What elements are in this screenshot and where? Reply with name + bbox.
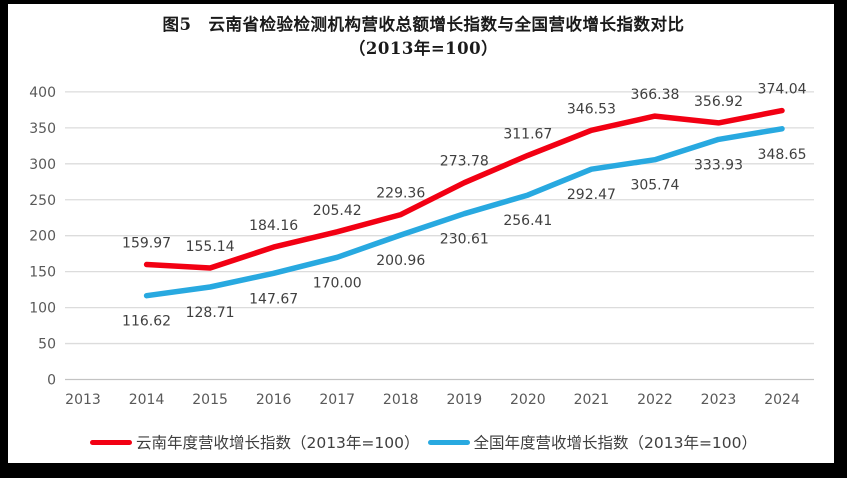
data-label: 346.53 bbox=[567, 101, 616, 117]
x-tick-label: 2013 bbox=[65, 392, 101, 408]
data-label: 155.14 bbox=[186, 239, 235, 255]
data-label: 230.61 bbox=[440, 232, 489, 248]
y-tick-label: 350 bbox=[29, 121, 56, 137]
data-label: 311.67 bbox=[503, 126, 552, 142]
x-tick-label: 2014 bbox=[129, 392, 165, 408]
data-label: 305.74 bbox=[630, 178, 679, 194]
x-tick-label: 2023 bbox=[701, 392, 737, 408]
data-label: 128.71 bbox=[186, 305, 235, 321]
x-tick-label: 2020 bbox=[510, 392, 546, 408]
yunnan-line-swatch bbox=[89, 439, 132, 445]
data-label: 333.93 bbox=[694, 157, 743, 173]
x-tick-label: 2024 bbox=[764, 392, 800, 408]
y-tick-label: 100 bbox=[29, 301, 56, 317]
data-label: 147.67 bbox=[249, 291, 298, 307]
data-label: 292.47 bbox=[567, 187, 616, 203]
y-tick-label: 50 bbox=[38, 337, 56, 353]
data-label: 170.00 bbox=[313, 275, 362, 291]
data-label: 229.36 bbox=[376, 186, 425, 202]
y-gridlines bbox=[65, 91, 814, 381]
data-label: 184.16 bbox=[249, 218, 298, 234]
x-tick-label: 2021 bbox=[574, 392, 610, 408]
x-axis-tick-labels: 2013 2014 2015 2016 2017 2018 2019 2020 2021 2022… bbox=[65, 392, 800, 408]
x-tick-label: 2018 bbox=[383, 392, 419, 408]
x-tick-label: 2015 bbox=[192, 392, 228, 408]
y-axis-tick-labels: 0 50 100 150 200 250 300 350 400 bbox=[29, 85, 56, 389]
y-tick-label: 250 bbox=[29, 193, 56, 209]
chart-title-line2: （2013年=100） bbox=[348, 39, 499, 58]
data-label: 366.38 bbox=[630, 87, 679, 103]
data-label: 159.97 bbox=[122, 235, 171, 251]
x-tick-label: 2019 bbox=[446, 392, 482, 408]
data-label: 205.42 bbox=[313, 203, 362, 219]
legend-item-national: 全国年度营收增长指数（2013年=100） bbox=[427, 431, 758, 453]
legend-item-yunnan: 云南年度营收增长指数（2013年=100） bbox=[89, 431, 420, 453]
data-label: 348.65 bbox=[758, 147, 807, 163]
data-label: 273.78 bbox=[440, 154, 489, 170]
series-data-labels-1: 116.62 128.71 147.67 170.00 200.96 230.61 256.… bbox=[122, 147, 807, 330]
x-tick-label: 2022 bbox=[637, 392, 673, 408]
chart-title: 图5 云南省检验检测机构营收总额增长指数与全国营收增长指数对比 （2013年=1… bbox=[0, 13, 847, 61]
x-tick-label: 2016 bbox=[256, 392, 292, 408]
chart-legend: 云南年度营收增长指数（2013年=100） 全国年度营收增长指数（2013年=1… bbox=[0, 431, 847, 453]
x-tick-label: 2017 bbox=[319, 392, 355, 408]
data-label: 256.41 bbox=[503, 213, 552, 229]
y-tick-label: 400 bbox=[29, 85, 56, 101]
yunnan-legend-label: 云南年度营收增长指数（2013年=100） bbox=[135, 434, 420, 452]
data-label: 356.92 bbox=[694, 94, 743, 110]
y-tick-label: 200 bbox=[29, 229, 56, 245]
national-legend-label: 全国年度营收增长指数（2013年=100） bbox=[473, 434, 758, 452]
series-line-1 bbox=[143, 126, 785, 299]
y-tick-label: 0 bbox=[47, 373, 56, 389]
y-tick-label: 300 bbox=[29, 157, 56, 173]
national-line-swatch bbox=[427, 439, 470, 445]
chart-title-line1: 图5 云南省检验检测机构营收总额增长指数与全国营收增长指数对比 bbox=[162, 15, 685, 34]
data-label: 374.04 bbox=[758, 82, 807, 98]
y-tick-label: 150 bbox=[29, 265, 56, 281]
series-line-0 bbox=[143, 107, 785, 271]
data-label: 116.62 bbox=[122, 314, 171, 330]
data-label: 200.96 bbox=[376, 253, 425, 269]
series-data-labels-0: 159.97 155.14 184.16 205.42 229.36 273.78 311.… bbox=[122, 82, 807, 255]
chart-canvas bbox=[8, 4, 834, 463]
